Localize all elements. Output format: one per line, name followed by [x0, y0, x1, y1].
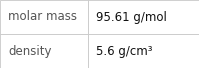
Bar — [0, 34, 88, 68]
Text: 95.61 g/mol: 95.61 g/mol — [96, 10, 166, 24]
Bar — [88, 34, 199, 68]
Text: density: density — [8, 44, 52, 58]
Text: molar mass: molar mass — [8, 10, 77, 24]
Text: 5.6 g/cm³: 5.6 g/cm³ — [96, 44, 152, 58]
Bar — [0, 0, 88, 34]
Bar — [88, 0, 199, 34]
